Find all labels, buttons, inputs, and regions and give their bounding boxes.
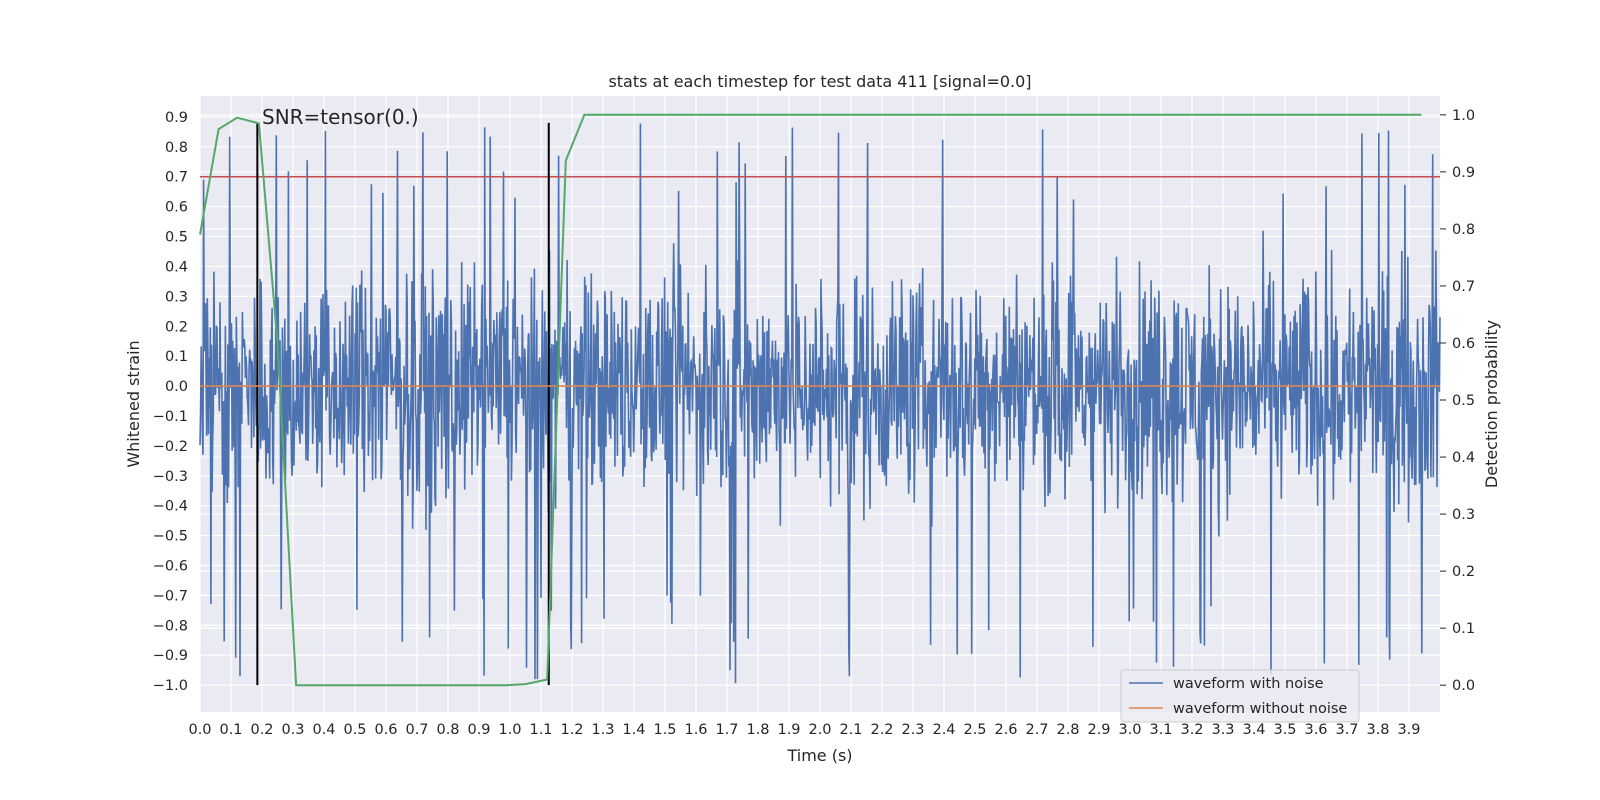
y-tick-label: 0.8	[165, 140, 188, 156]
y-tick-label: −0.6	[153, 558, 188, 574]
x-tick-label: 0.8	[436, 722, 459, 738]
y-tick-label: −0.4	[153, 499, 188, 515]
tick-labels: 0.0 0.1 0.2 0.3 0.4 0.5 0.6 0.7 0.8 0.9 1.0 1.1 1.2 1…	[153, 108, 1475, 738]
y-tick-label: −1.0	[153, 678, 188, 694]
y-tick-label: 0.5	[165, 230, 188, 246]
x-tick-label: 2.5	[963, 722, 986, 738]
y-tick-label: 0.1	[165, 349, 188, 365]
y-tick-label: −0.1	[153, 409, 188, 425]
x-tick-label: 1.1	[529, 722, 552, 738]
x-tick-label: 2.3	[901, 722, 924, 738]
y-axis-label: Whitened strain	[124, 340, 143, 467]
y2-tick-label: 0.0	[1452, 678, 1475, 694]
y2-tick-label: 0.9	[1452, 165, 1475, 181]
x-tick-label: 2.0	[808, 722, 831, 738]
y2-tick-label: 0.3	[1452, 507, 1475, 523]
y-tick-label: 0.3	[165, 289, 188, 305]
x-tick-label: 1.7	[715, 722, 738, 738]
y2-tick-label: 0.2	[1452, 564, 1475, 580]
x-tick-label: 1.4	[622, 722, 645, 738]
x-tick-label: 0.7	[405, 722, 428, 738]
y-tick-label: −0.7	[153, 588, 188, 604]
x-tick-label: 1.8	[746, 722, 769, 738]
legend-label-without-noise: waveform without noise	[1173, 701, 1347, 717]
y2-tick-label: 0.4	[1452, 450, 1475, 466]
x-tick-label: 3.4	[1242, 722, 1265, 738]
x-tick-label: 3.1	[1149, 722, 1172, 738]
x-tick-label: 3.9	[1397, 722, 1420, 738]
x-tick-label: 2.8	[1056, 722, 1079, 738]
x-tick-label: 0.2	[250, 722, 273, 738]
x-tick-label: 0.9	[467, 722, 490, 738]
x-tick-label: 0.5	[343, 722, 366, 738]
plot-lines	[199, 113, 1441, 687]
x-tick-label: 1.5	[653, 722, 676, 738]
x-tick-label: 0.1	[219, 722, 242, 738]
legend: waveform with noise waveform without noi…	[1120, 669, 1360, 723]
x-tick-label: 3.5	[1273, 722, 1296, 738]
x-tick-label: 1.9	[777, 722, 800, 738]
x-tick-label: 2.7	[1025, 722, 1048, 738]
y-tick-label: 0.2	[165, 319, 188, 335]
x-tick-label: 0.4	[312, 722, 335, 738]
y2-tick-label: 0.6	[1452, 336, 1475, 352]
x-tick-label: 1.3	[591, 722, 614, 738]
x-tick-label: 1.6	[684, 722, 707, 738]
y2-axis-label: Detection probability	[1482, 320, 1501, 488]
y-tick-label: −0.8	[153, 618, 188, 634]
x-tick-label: 3.7	[1335, 722, 1358, 738]
x-tick-label: 2.6	[994, 722, 1017, 738]
x-tick-label: 3.6	[1304, 722, 1327, 738]
waveform-with-noise-line	[199, 123, 1441, 684]
y2-tick-label: 1.0	[1452, 108, 1475, 124]
detection-probability-line	[199, 113, 1422, 687]
snr-annotation: SNR=tensor(0.)	[262, 105, 419, 129]
x-tick-label: 3.3	[1211, 722, 1234, 738]
y2-tick-label: 0.1	[1452, 621, 1475, 637]
x-tick-label: 3.8	[1366, 722, 1389, 738]
y-tick-label: 0.9	[165, 110, 188, 126]
x-tick-label: 3.0	[1118, 722, 1141, 738]
x-tick-label: 1.2	[560, 722, 583, 738]
x-tick-label: 2.1	[839, 722, 862, 738]
y-tick-label: 0.4	[165, 259, 188, 275]
y2-tick-label: 0.8	[1452, 222, 1475, 238]
legend-label-with-noise: waveform with noise	[1173, 676, 1324, 692]
x-tick-label: 0.6	[374, 722, 397, 738]
chart-title: stats at each timestep for test data 411…	[608, 72, 1031, 91]
x-tick-label: 2.4	[932, 722, 955, 738]
y-tick-label: 0.6	[165, 200, 188, 216]
y-tick-label: −0.3	[153, 469, 188, 485]
y-tick-label: −0.9	[153, 648, 188, 664]
y-tick-label: 0.0	[165, 379, 188, 395]
x-tick-label: 2.9	[1087, 722, 1110, 738]
y-tick-label: 0.7	[165, 170, 188, 186]
y2-tick-label: 0.7	[1452, 279, 1475, 295]
y-tick-label: −0.5	[153, 529, 188, 545]
x-tick-label: 1.0	[498, 722, 521, 738]
x-tick-label: 2.2	[870, 722, 893, 738]
x-tick-label: 0.3	[281, 722, 304, 738]
y2-tick-label: 0.5	[1452, 393, 1475, 409]
x-tick-label: 3.2	[1180, 722, 1203, 738]
y-tick-label: −0.2	[153, 439, 188, 455]
x-tick-label: 0.0	[188, 722, 211, 738]
legend-box	[1120, 669, 1360, 723]
x-axis-label: Time (s)	[786, 746, 852, 765]
